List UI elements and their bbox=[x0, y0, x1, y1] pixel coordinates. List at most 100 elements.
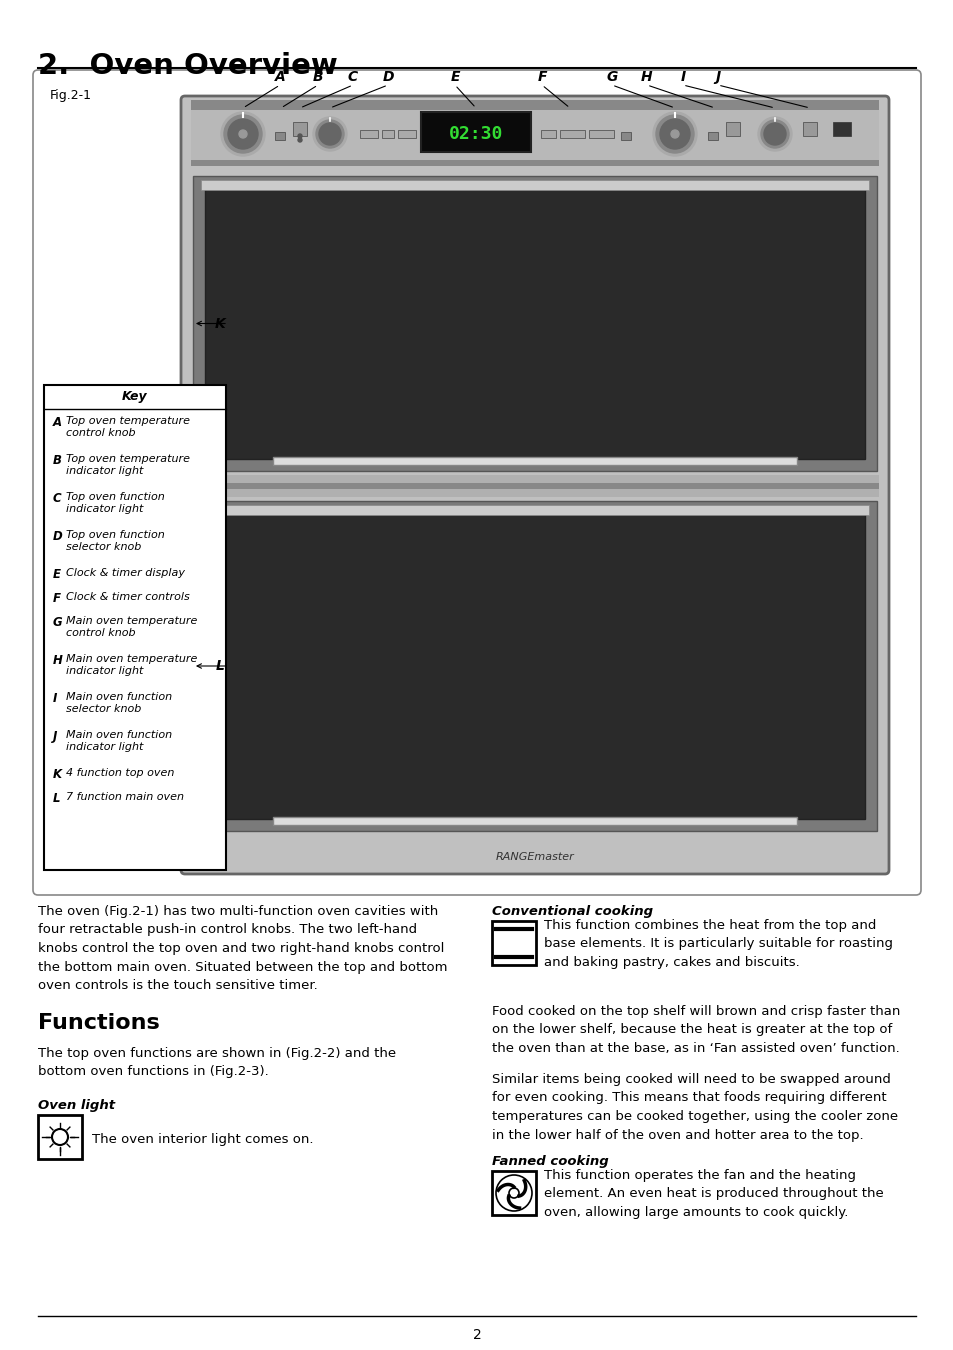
Text: K: K bbox=[214, 316, 225, 331]
Circle shape bbox=[239, 130, 247, 138]
Bar bbox=[38, 1115, 82, 1160]
Text: Top oven temperature
indicator light: Top oven temperature indicator light bbox=[66, 454, 190, 477]
Bar bbox=[191, 104, 878, 163]
Text: Functions: Functions bbox=[38, 1012, 159, 1033]
Text: The oven (Fig.2-1) has two multi-function oven cavities with
four retractable pu: The oven (Fig.2-1) has two multi-functio… bbox=[38, 904, 447, 992]
Text: Top oven function
indicator light: Top oven function indicator light bbox=[66, 491, 165, 514]
Text: D: D bbox=[53, 531, 63, 543]
Bar bbox=[492, 921, 536, 965]
Bar bbox=[397, 130, 416, 138]
Circle shape bbox=[228, 119, 257, 148]
Text: L: L bbox=[53, 792, 60, 805]
Text: Clock & timer controls: Clock & timer controls bbox=[66, 593, 190, 602]
Text: Fig.2-1: Fig.2-1 bbox=[50, 89, 91, 103]
Text: B: B bbox=[53, 454, 62, 467]
Circle shape bbox=[652, 112, 697, 157]
Text: L: L bbox=[216, 659, 225, 674]
Bar bbox=[725, 122, 740, 136]
Text: G: G bbox=[53, 616, 63, 629]
Text: F: F bbox=[53, 593, 61, 605]
Circle shape bbox=[758, 117, 791, 151]
Bar bbox=[540, 130, 556, 138]
Text: C: C bbox=[53, 491, 62, 505]
Text: A: A bbox=[53, 416, 62, 429]
Text: This function combines the heat from the top and
base elements. It is particular: This function combines the heat from the… bbox=[543, 919, 892, 969]
Circle shape bbox=[221, 112, 265, 157]
Text: Similar items being cooked will need to be swapped around
for even cooking. This: Similar items being cooked will need to … bbox=[492, 1073, 897, 1142]
Text: 4 function top oven: 4 function top oven bbox=[66, 768, 174, 778]
Text: J: J bbox=[53, 730, 57, 742]
Circle shape bbox=[224, 115, 262, 153]
FancyBboxPatch shape bbox=[181, 96, 888, 873]
Bar bbox=[191, 161, 878, 166]
Bar bbox=[559, 130, 584, 138]
Text: H: H bbox=[640, 70, 652, 84]
Text: 7 function main oven: 7 function main oven bbox=[66, 792, 184, 802]
Bar bbox=[205, 513, 864, 819]
FancyBboxPatch shape bbox=[33, 70, 920, 895]
Text: E: E bbox=[450, 70, 459, 84]
Circle shape bbox=[670, 130, 679, 138]
Bar bbox=[707, 132, 718, 140]
Bar bbox=[359, 130, 377, 138]
Text: D: D bbox=[382, 70, 394, 84]
Circle shape bbox=[763, 123, 785, 144]
Text: Top oven temperature
control knob: Top oven temperature control knob bbox=[66, 416, 190, 439]
Bar bbox=[273, 817, 796, 825]
Text: K: K bbox=[53, 768, 62, 782]
Circle shape bbox=[297, 134, 302, 138]
Text: Oven light: Oven light bbox=[38, 1099, 115, 1112]
Text: Main oven function
indicator light: Main oven function indicator light bbox=[66, 730, 172, 752]
Bar bbox=[381, 130, 394, 138]
Bar bbox=[620, 132, 630, 140]
Bar bbox=[273, 458, 796, 464]
Bar bbox=[44, 385, 226, 869]
Text: Main oven function
selector knob: Main oven function selector knob bbox=[66, 693, 172, 714]
Text: A: A bbox=[274, 70, 285, 84]
Circle shape bbox=[318, 123, 340, 144]
Text: E: E bbox=[53, 568, 61, 580]
Text: F: F bbox=[537, 70, 546, 84]
Text: RANGEmaster: RANGEmaster bbox=[496, 852, 574, 861]
Bar bbox=[802, 122, 816, 136]
Text: Fanned cooking: Fanned cooking bbox=[492, 1156, 608, 1168]
Text: Top oven function
selector knob: Top oven function selector knob bbox=[66, 531, 165, 552]
Circle shape bbox=[297, 138, 302, 142]
Bar bbox=[274, 132, 285, 140]
Bar bbox=[293, 122, 307, 136]
Text: 2: 2 bbox=[472, 1328, 481, 1342]
Text: This function operates the fan and the heating
element. An even heat is produced: This function operates the fan and the h… bbox=[543, 1169, 882, 1219]
Text: Clock & timer display: Clock & timer display bbox=[66, 568, 185, 578]
Text: J: J bbox=[715, 70, 720, 84]
Text: The oven interior light comes on.: The oven interior light comes on. bbox=[91, 1134, 314, 1146]
Text: Conventional cooking: Conventional cooking bbox=[492, 904, 653, 918]
Bar bbox=[201, 180, 868, 190]
Bar bbox=[191, 483, 878, 489]
Bar bbox=[420, 112, 531, 153]
Text: 2.  Oven Overview: 2. Oven Overview bbox=[38, 53, 337, 80]
Circle shape bbox=[760, 120, 788, 148]
Circle shape bbox=[313, 117, 347, 151]
Circle shape bbox=[659, 119, 689, 148]
Bar bbox=[191, 100, 878, 109]
Circle shape bbox=[315, 120, 344, 148]
Text: H: H bbox=[53, 653, 63, 667]
Text: G: G bbox=[606, 70, 617, 84]
Bar bbox=[201, 505, 868, 514]
Bar bbox=[832, 122, 850, 136]
Bar bbox=[193, 501, 876, 832]
Bar bbox=[205, 188, 864, 459]
Text: The top oven functions are shown in (Fig.2-2) and the
bottom oven functions in (: The top oven functions are shown in (Fig… bbox=[38, 1048, 395, 1079]
Text: Food cooked on the top shelf will brown and crisp faster than
on the lower shelf: Food cooked on the top shelf will brown … bbox=[492, 1004, 900, 1054]
Text: Main oven temperature
indicator light: Main oven temperature indicator light bbox=[66, 653, 197, 676]
Text: Main oven temperature
control knob: Main oven temperature control knob bbox=[66, 616, 197, 639]
Circle shape bbox=[656, 115, 693, 153]
Text: Key: Key bbox=[122, 390, 148, 404]
Bar bbox=[492, 1170, 536, 1215]
Text: 02:30: 02:30 bbox=[448, 126, 502, 143]
Text: I: I bbox=[53, 693, 57, 705]
Text: I: I bbox=[679, 70, 685, 84]
Bar bbox=[588, 130, 614, 138]
Text: C: C bbox=[348, 70, 357, 84]
Bar bbox=[191, 836, 878, 869]
